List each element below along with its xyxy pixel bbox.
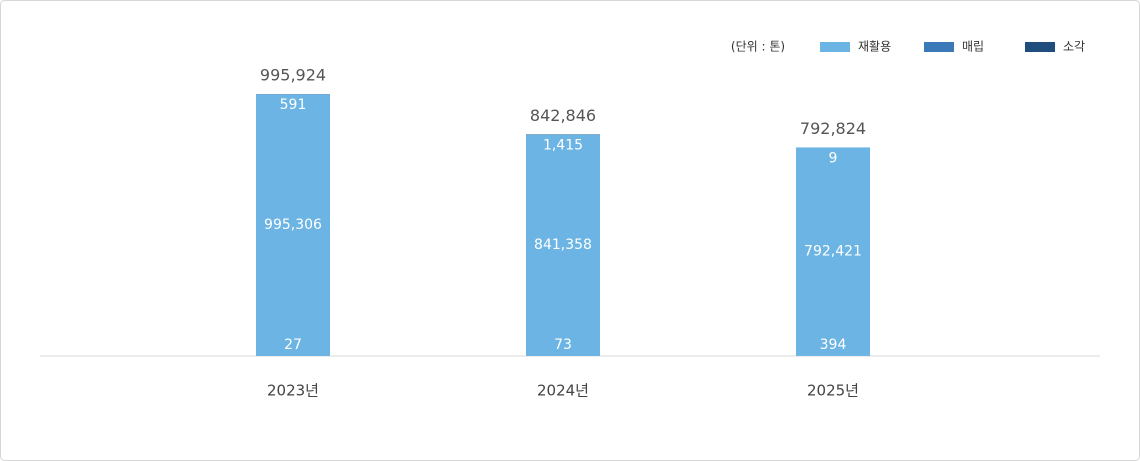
legend-label: 재활용	[858, 40, 891, 54]
legend-swatch	[820, 42, 850, 52]
legend-swatch	[1025, 42, 1055, 52]
value-label: 591	[280, 97, 307, 113]
value-label: 1,415	[543, 137, 583, 153]
bar-segment	[526, 134, 600, 356]
value-label: 394	[820, 337, 847, 353]
legend-swatch	[924, 42, 954, 52]
bar-segment	[256, 94, 330, 356]
x-tick-label: 2024년	[537, 382, 589, 400]
unit-label: (단위 : 톤)	[731, 40, 785, 54]
x-tick-label: 2023년	[267, 382, 319, 400]
bar-segment	[796, 147, 870, 356]
value-label: 73	[554, 337, 572, 353]
total-label: 995,924	[260, 66, 326, 85]
value-label: 995,306	[264, 217, 322, 233]
total-label: 842,846	[530, 106, 596, 125]
value-label: 792,421	[804, 244, 862, 260]
value-label: 841,358	[534, 237, 592, 253]
value-label: 9	[829, 150, 838, 166]
legend-label: 소각	[1063, 40, 1085, 54]
value-label: 27	[284, 337, 302, 353]
total-label: 792,824	[800, 119, 866, 138]
x-tick-label: 2025년	[807, 382, 859, 400]
legend-label: 매립	[962, 40, 984, 54]
